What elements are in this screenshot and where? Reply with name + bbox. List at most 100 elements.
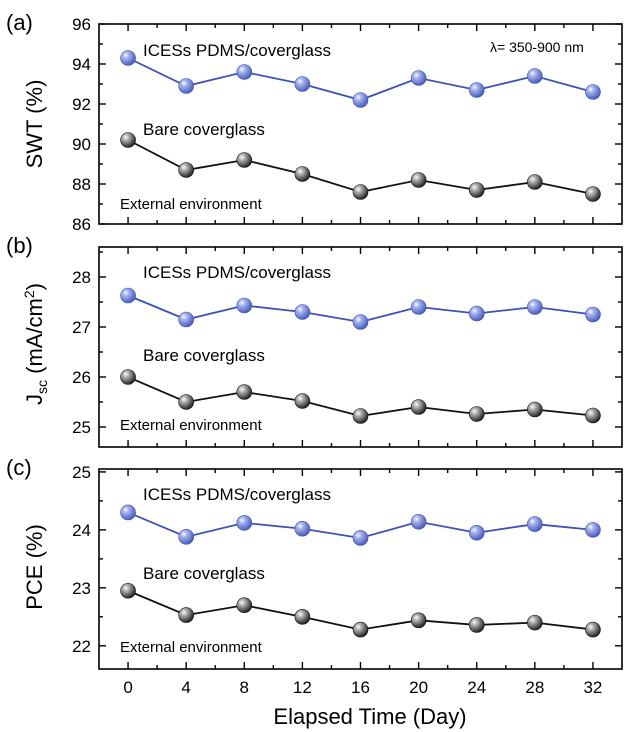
x-tick-label: 28 (525, 678, 544, 697)
panel-a-ices-point (294, 76, 311, 92)
panel-c-bare-point (178, 607, 194, 623)
panel-b-ices-point (120, 287, 136, 304)
panel-b-bare-point (236, 384, 253, 400)
panel-b-ices-point (178, 311, 194, 328)
panel-c-ices-point (527, 516, 543, 532)
panel-a-ices-point (527, 68, 543, 84)
panel-a-bare-point (352, 184, 369, 200)
panel-a-ices-label: ICESs PDMS/coverglass (143, 41, 331, 60)
panel-a-ytick-label: 86 (72, 215, 91, 234)
panel-a-ytick-label: 94 (72, 55, 91, 74)
panel-a-bare-point (294, 166, 311, 182)
panel-b-bare-point (352, 408, 369, 424)
panel-c: (c) PCE (%) ICESs PDMS/coverglass Bare c… (6, 455, 623, 697)
panel-a-ices-point (178, 78, 194, 94)
panel-c-ylabel: PCE (%) (22, 524, 47, 610)
panel-c-bare-point (120, 582, 136, 599)
panel-b-ices-point (527, 299, 543, 315)
x-tick-label: 0 (123, 678, 132, 697)
panel-c-ices-label: ICESs PDMS/coverglass (143, 485, 331, 504)
panel-a-bare-point (120, 132, 136, 148)
panel-b-ytick-label: 28 (72, 268, 91, 287)
panel-b-bare-label: Bare coverglass (143, 346, 265, 365)
panel-c-bare-point (352, 621, 369, 638)
panel-c-bare-point (236, 597, 253, 614)
panel-a-bare-point (468, 182, 485, 198)
panel-b-bare-point (527, 401, 543, 418)
panel-a-ytick-label: 90 (72, 135, 91, 154)
panel-a-ytick-label: 92 (72, 95, 91, 114)
panel-c-ices-point (236, 515, 253, 531)
x-tick-label: 16 (351, 678, 370, 697)
panel-a-ices-point (120, 50, 136, 66)
panel-c-bare-point (410, 612, 427, 629)
panel-a-ices-point (410, 70, 427, 86)
panel-c-bare-label: Bare coverglass (143, 564, 265, 583)
panel-a-bare-point (527, 174, 543, 190)
panel-b-letter: (b) (6, 233, 33, 258)
panel-b-ytick-label: 27 (72, 318, 91, 337)
x-tick-label: 12 (293, 678, 312, 697)
panel-b-ices-point (585, 306, 601, 323)
panel-b-ylabel-rest: (mA/cm (22, 298, 47, 380)
panel-a-ytick-label: 88 (72, 175, 91, 194)
panel-b-ytick-label: 25 (72, 418, 91, 437)
panel-b-ylabel-sub: sc (34, 380, 50, 394)
panel-a-bare-point (178, 162, 194, 178)
x-axis-label: Elapsed Time (Day) (273, 704, 466, 729)
panel-c-bare-point (527, 614, 543, 631)
panel-a-ytick-label: 96 (72, 15, 91, 34)
panel-c-ytick-label: 24 (72, 521, 91, 540)
panel-b-bare-point (120, 369, 136, 385)
panel-b-bare-point (294, 393, 311, 409)
panel-b: (b) Jsc (mA/cm2) ICESs PDMS/coverglass B… (6, 233, 623, 448)
panel-a-ylabel: SWT (%) (22, 80, 47, 169)
panel-a-bare-point (410, 172, 427, 188)
panel-b-ices-point (352, 314, 369, 330)
x-tick-label: 32 (583, 678, 602, 697)
panel-c-environment-label: External environment (120, 639, 263, 656)
panel-a-ices-point (352, 92, 369, 108)
panel-a: (a) SWT (%) λ= 350-900 nm ICESs PDMS/cov… (6, 10, 623, 234)
panel-b-environment-label: External environment (120, 417, 263, 434)
panel-c-bare-point (294, 609, 311, 625)
panel-a-ices-point (468, 82, 485, 98)
panel-b-bare-point (410, 399, 427, 415)
panel-a-letter: (a) (6, 10, 33, 35)
panel-b-ices-point (410, 299, 427, 315)
panel-b-bare-point (468, 406, 485, 422)
panel-c-ices-point (352, 530, 369, 546)
panel-b-ylabel-main: J (22, 394, 47, 405)
x-tick-label: 4 (181, 678, 190, 697)
panel-b-ices-point (294, 304, 311, 320)
x-tick-label: 24 (467, 678, 486, 697)
panel-b-ices-point (236, 297, 253, 314)
panel-c-ices-point (178, 529, 194, 545)
panel-c-ices-point (294, 520, 311, 537)
panel-a-wavelength-annotation: λ= 350-900 nm (490, 39, 584, 55)
x-tick-label: 8 (240, 678, 249, 697)
panel-a-environment-label: External environment (120, 196, 263, 213)
panel-c-ices-point (410, 513, 427, 530)
x-tick-label: 20 (409, 678, 428, 697)
panel-a-bare-label: Bare coverglass (143, 120, 265, 139)
panel-a-bare-point (236, 152, 253, 168)
panel-b-ytick-label: 26 (72, 368, 91, 387)
panel-c-ices-point (120, 504, 136, 521)
panel-c-ytick-label: 23 (72, 579, 91, 598)
panel-c-bare-point (468, 617, 485, 633)
panel-b-ylabel-end: ) (22, 283, 47, 290)
panel-c-ytick-label: 22 (72, 637, 91, 656)
panel-c-ices-point (585, 522, 601, 538)
panel-b-ylabel-sup: 2 (21, 290, 37, 298)
panel-a-ices-point (236, 64, 253, 80)
panel-a-ices-point (585, 84, 601, 100)
panel-b-ylabel: Jsc (mA/cm2) (21, 283, 50, 405)
panel-c-letter: (c) (6, 455, 32, 480)
panel-c-ices-point (468, 524, 485, 541)
panel-a-bare-point (585, 186, 601, 202)
panel-b-ices-label: ICESs PDMS/coverglass (143, 263, 331, 282)
panel-c-bare-point (585, 621, 601, 638)
panel-b-bare-point (585, 407, 601, 424)
